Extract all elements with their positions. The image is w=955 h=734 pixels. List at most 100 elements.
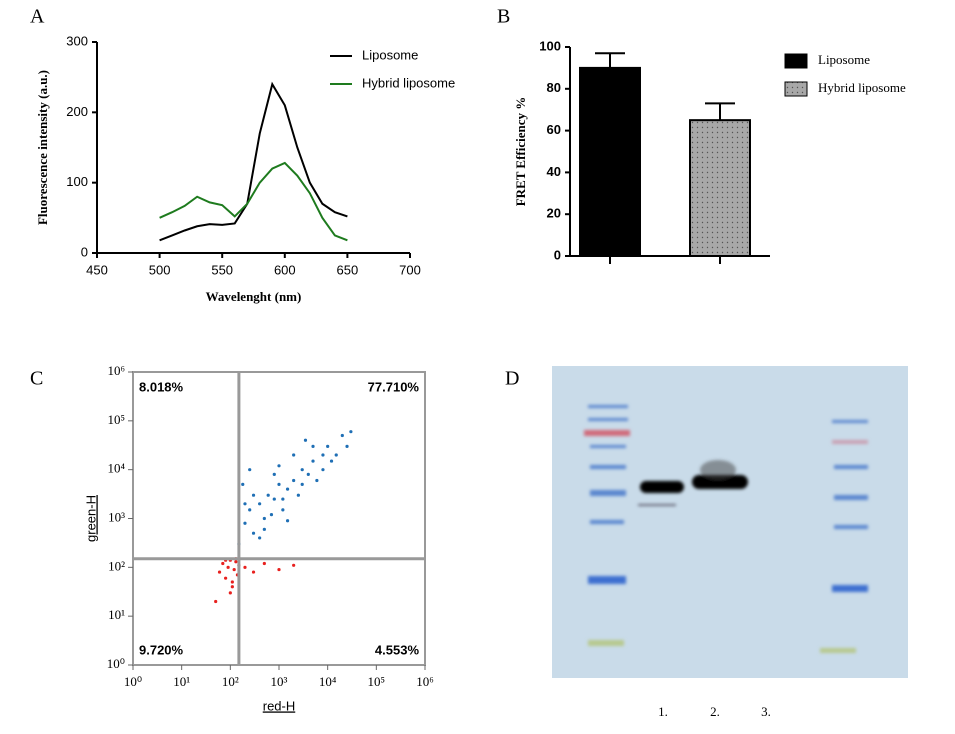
y-tick-label: 10⁶ [107, 363, 125, 378]
panel-label: C [30, 368, 43, 390]
point [224, 576, 228, 580]
gel-image [552, 366, 908, 678]
point [217, 570, 222, 574]
point [272, 472, 276, 476]
point [228, 591, 232, 595]
point [326, 444, 330, 448]
point [248, 508, 252, 512]
x-tick-label: 10¹ [173, 674, 190, 689]
x-tick-label: 550 [211, 262, 233, 277]
y-tick-label: 300 [66, 33, 88, 48]
y-tick-label: 0 [554, 247, 561, 262]
point [251, 531, 256, 535]
point [258, 536, 262, 540]
point [243, 521, 247, 525]
x-tick-label: 500 [149, 262, 171, 277]
plot-frame [132, 371, 426, 666]
legend-label: Hybrid liposome [818, 80, 906, 95]
point [232, 567, 236, 572]
y-tick-label: 60 [547, 122, 561, 137]
point [272, 497, 276, 501]
x-tick-label: 700 [399, 262, 421, 277]
y-axis-label: green-H [83, 495, 98, 542]
point [251, 570, 256, 574]
legend-swatch [784, 81, 808, 97]
point [292, 563, 296, 567]
point [315, 478, 319, 483]
point [277, 464, 281, 468]
point [243, 565, 247, 569]
point [329, 459, 334, 463]
point [258, 502, 262, 506]
x-tick-label: 10⁴ [319, 674, 337, 689]
panel-label: B [497, 6, 510, 28]
point [234, 560, 238, 564]
point [243, 502, 247, 506]
y-tick-label: 100 [539, 38, 561, 53]
x-tick-label: 10³ [271, 674, 288, 689]
x-axis-label: Wavelenght (nm) [206, 289, 302, 304]
point [262, 527, 266, 531]
point [277, 482, 281, 486]
y-tick-label: 80 [547, 80, 561, 95]
point [241, 482, 245, 486]
x-tick-label: 10² [222, 674, 239, 689]
point [303, 438, 308, 442]
point [277, 567, 281, 572]
y-tick-label: 100 [66, 174, 88, 189]
x-axis-label: red-H [263, 698, 296, 713]
point [281, 497, 285, 501]
line [159, 161, 348, 242]
point [281, 508, 285, 512]
y-tick-label: 10⁴ [107, 461, 125, 476]
point [262, 516, 266, 521]
point [311, 444, 315, 448]
line [159, 81, 348, 242]
quadrant-label: 77.710% [368, 379, 420, 394]
y-tick-label: 10³ [108, 509, 125, 524]
point [296, 493, 300, 497]
point [321, 468, 325, 472]
x-tick-label: 600 [274, 262, 296, 277]
legend-label: Liposome [362, 47, 418, 62]
point [251, 493, 256, 497]
lane-label: 2. [710, 704, 720, 719]
point [340, 433, 344, 438]
point [262, 561, 266, 566]
y-tick-label: 200 [66, 104, 88, 119]
legend-label: Liposome [818, 52, 870, 67]
legend-swatch [784, 53, 808, 69]
x-tick-label: 10⁶ [416, 674, 434, 689]
point [285, 519, 290, 523]
point [345, 444, 349, 448]
lane-label: 3. [761, 704, 771, 719]
x-tick-label: 450 [86, 262, 108, 277]
point [321, 453, 325, 457]
y-axis-label: Fluorescence intensity (a.u.) [35, 70, 50, 225]
y-tick-label: 10² [108, 558, 125, 573]
point [306, 472, 310, 476]
quadrant-label: 9.720% [139, 642, 184, 657]
point [292, 478, 296, 483]
point [248, 468, 252, 472]
bar [579, 66, 641, 258]
panel-label: D [505, 368, 519, 390]
point [226, 565, 230, 569]
point [266, 493, 270, 497]
legend-label: Hybrid liposome [362, 75, 455, 90]
quadrant-label: 8.018% [139, 379, 184, 394]
point [334, 453, 338, 457]
point [311, 459, 315, 463]
x-tick-label: 10⁵ [368, 674, 386, 689]
point [230, 580, 234, 584]
point [269, 513, 274, 517]
point [300, 468, 304, 472]
x-tick-label: 10⁰ [124, 674, 142, 689]
point [214, 599, 218, 604]
y-tick-label: 40 [547, 164, 561, 179]
point [349, 430, 353, 434]
point [285, 487, 290, 491]
point [300, 482, 304, 486]
y-tick-label: 10⁵ [107, 412, 125, 427]
